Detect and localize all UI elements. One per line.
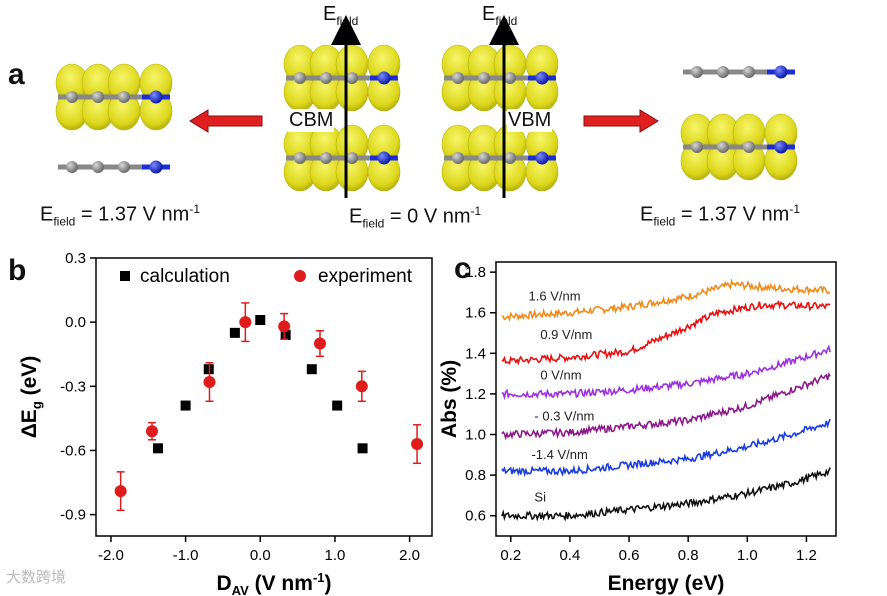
- x-tick-label-c: 0.8: [678, 547, 699, 564]
- spectrum-line: [501, 278, 831, 322]
- y-tick-label-c: 0.8: [465, 467, 486, 484]
- spectrum-label: Si: [534, 489, 546, 504]
- calculation-point: [332, 400, 343, 411]
- legend-label-experiment: experiment: [318, 266, 413, 287]
- panel-a-structures: [0, 15, 887, 198]
- y-tick-label-b: -0.6: [60, 442, 86, 459]
- x-tick-label-b: -2.0: [98, 547, 124, 564]
- vbm-zero-structure-top: [442, 45, 558, 111]
- spectrum-line: [501, 467, 831, 522]
- spectrum-label: - 0.3 V/nm: [534, 408, 594, 423]
- vbm-zero-structure-bottom: [442, 125, 558, 191]
- y-tick-label-b: -0.9: [60, 507, 86, 524]
- chart-b: -2.0 -1.0 0.0 1.0 2.0 0.3 0.0 -0.3 -0.6 -0.9 DAV (…: [18, 250, 433, 596]
- plot-frame-b: [95, 257, 433, 537]
- spectrum-label: 0.9 V/nm: [540, 327, 592, 342]
- y-tick-label-b: -0.3: [60, 378, 86, 395]
- spectrum-line: [501, 418, 831, 478]
- y-tick-label-b: 0.3: [65, 250, 86, 267]
- calculation-point: [180, 400, 191, 411]
- x-tick-label-b: 1.0: [325, 547, 346, 564]
- plot-frame-c: [495, 261, 837, 537]
- experiment-point: [355, 380, 368, 393]
- y-tick-label-c: 1.0: [465, 427, 486, 444]
- y-axis-label-b: ΔEg (eV): [18, 356, 44, 439]
- experiment-point: [203, 376, 216, 389]
- panel-c-letter: c: [454, 252, 471, 285]
- calculation-point: [357, 443, 368, 454]
- efield-label-right: Efield: [482, 3, 518, 28]
- y-tick-label-c: 0.6: [465, 508, 486, 525]
- experiment-point: [278, 320, 291, 333]
- calculation-point: [152, 443, 163, 454]
- left-red-arrow: [189, 109, 263, 133]
- spectrum-line: [501, 344, 831, 401]
- x-axis-label-b: DAV (V nm-1): [216, 570, 331, 596]
- experiment-point: [114, 485, 127, 498]
- x-tick-label-b: 2.0: [399, 547, 420, 564]
- calculation-point: [229, 327, 240, 338]
- chart-c: 0.2 0.4 0.6 0.8 1.0 1.2 1.8 1.6 1.4 1.2 1.0 0.8 0.6 E…: [440, 261, 837, 595]
- experiment-point: [314, 337, 326, 350]
- right-red-arrow: [583, 109, 659, 133]
- cbm-zero-structure-top: [284, 45, 400, 111]
- caption-left: Efield = 1.37 V nm-1: [40, 202, 200, 229]
- panel-a-letter: a: [8, 58, 25, 91]
- y-tick-label-c: 1.2: [465, 386, 486, 403]
- y-tick-label-c: 1.8: [465, 264, 486, 281]
- x-tick-label-c: 1.2: [796, 547, 817, 564]
- cbm-label: CBM: [288, 109, 335, 132]
- cbm-zero-structure-bottom: [284, 125, 400, 191]
- legend-label-calculation: calculation: [140, 266, 230, 287]
- x-axis-label-c: Energy (eV): [608, 572, 725, 595]
- legend-marker-calculation: [120, 271, 130, 281]
- x-tick-label-c: 1.0: [737, 547, 758, 564]
- spectrum-label: -1.4 V/nm: [531, 447, 587, 462]
- y-tick-label-b: 0.0: [65, 314, 86, 331]
- spectrum-label: 1.6 V/nm: [529, 289, 581, 304]
- experiment-point: [239, 316, 252, 329]
- vbm-label: VBM: [507, 109, 553, 132]
- x-tick-label-c: 0.4: [559, 547, 580, 564]
- experiment-point: [411, 438, 424, 451]
- x-tick-label-b: 0.0: [250, 547, 271, 564]
- watermark: 大数跨境: [6, 568, 67, 586]
- y-tick-label-c: 1.6: [465, 305, 486, 322]
- spectrum-label: 0 V/nm: [540, 368, 581, 383]
- cbm-field-structure: [56, 64, 172, 130]
- y-tick-label-c: 1.4: [465, 345, 486, 362]
- calculation-point: [255, 315, 266, 326]
- x-tick-label-c: 0.6: [619, 547, 640, 564]
- experiment-point: [146, 425, 158, 438]
- y-axis-label-c: Abs (%): [440, 360, 461, 438]
- efield-label-left: Efield: [323, 3, 359, 28]
- spectrum-line: [501, 372, 831, 441]
- spectrum-line: [501, 300, 831, 366]
- caption-center: Efield = 0 V nm-1: [349, 204, 482, 231]
- calculation-point: [306, 364, 317, 375]
- upper-chain-right: [683, 66, 795, 79]
- x-tick-label-b: -1.0: [173, 547, 199, 564]
- caption-right: Efield = 1.37 V nm-1: [640, 202, 800, 229]
- legend-marker-experiment: [294, 270, 306, 282]
- x-tick-label-c: 0.2: [500, 547, 521, 564]
- lower-chain-left: [58, 161, 170, 174]
- vbm-field-structure: [681, 114, 797, 180]
- calculation-point: [280, 329, 291, 340]
- panel-b-letter: b: [8, 254, 27, 287]
